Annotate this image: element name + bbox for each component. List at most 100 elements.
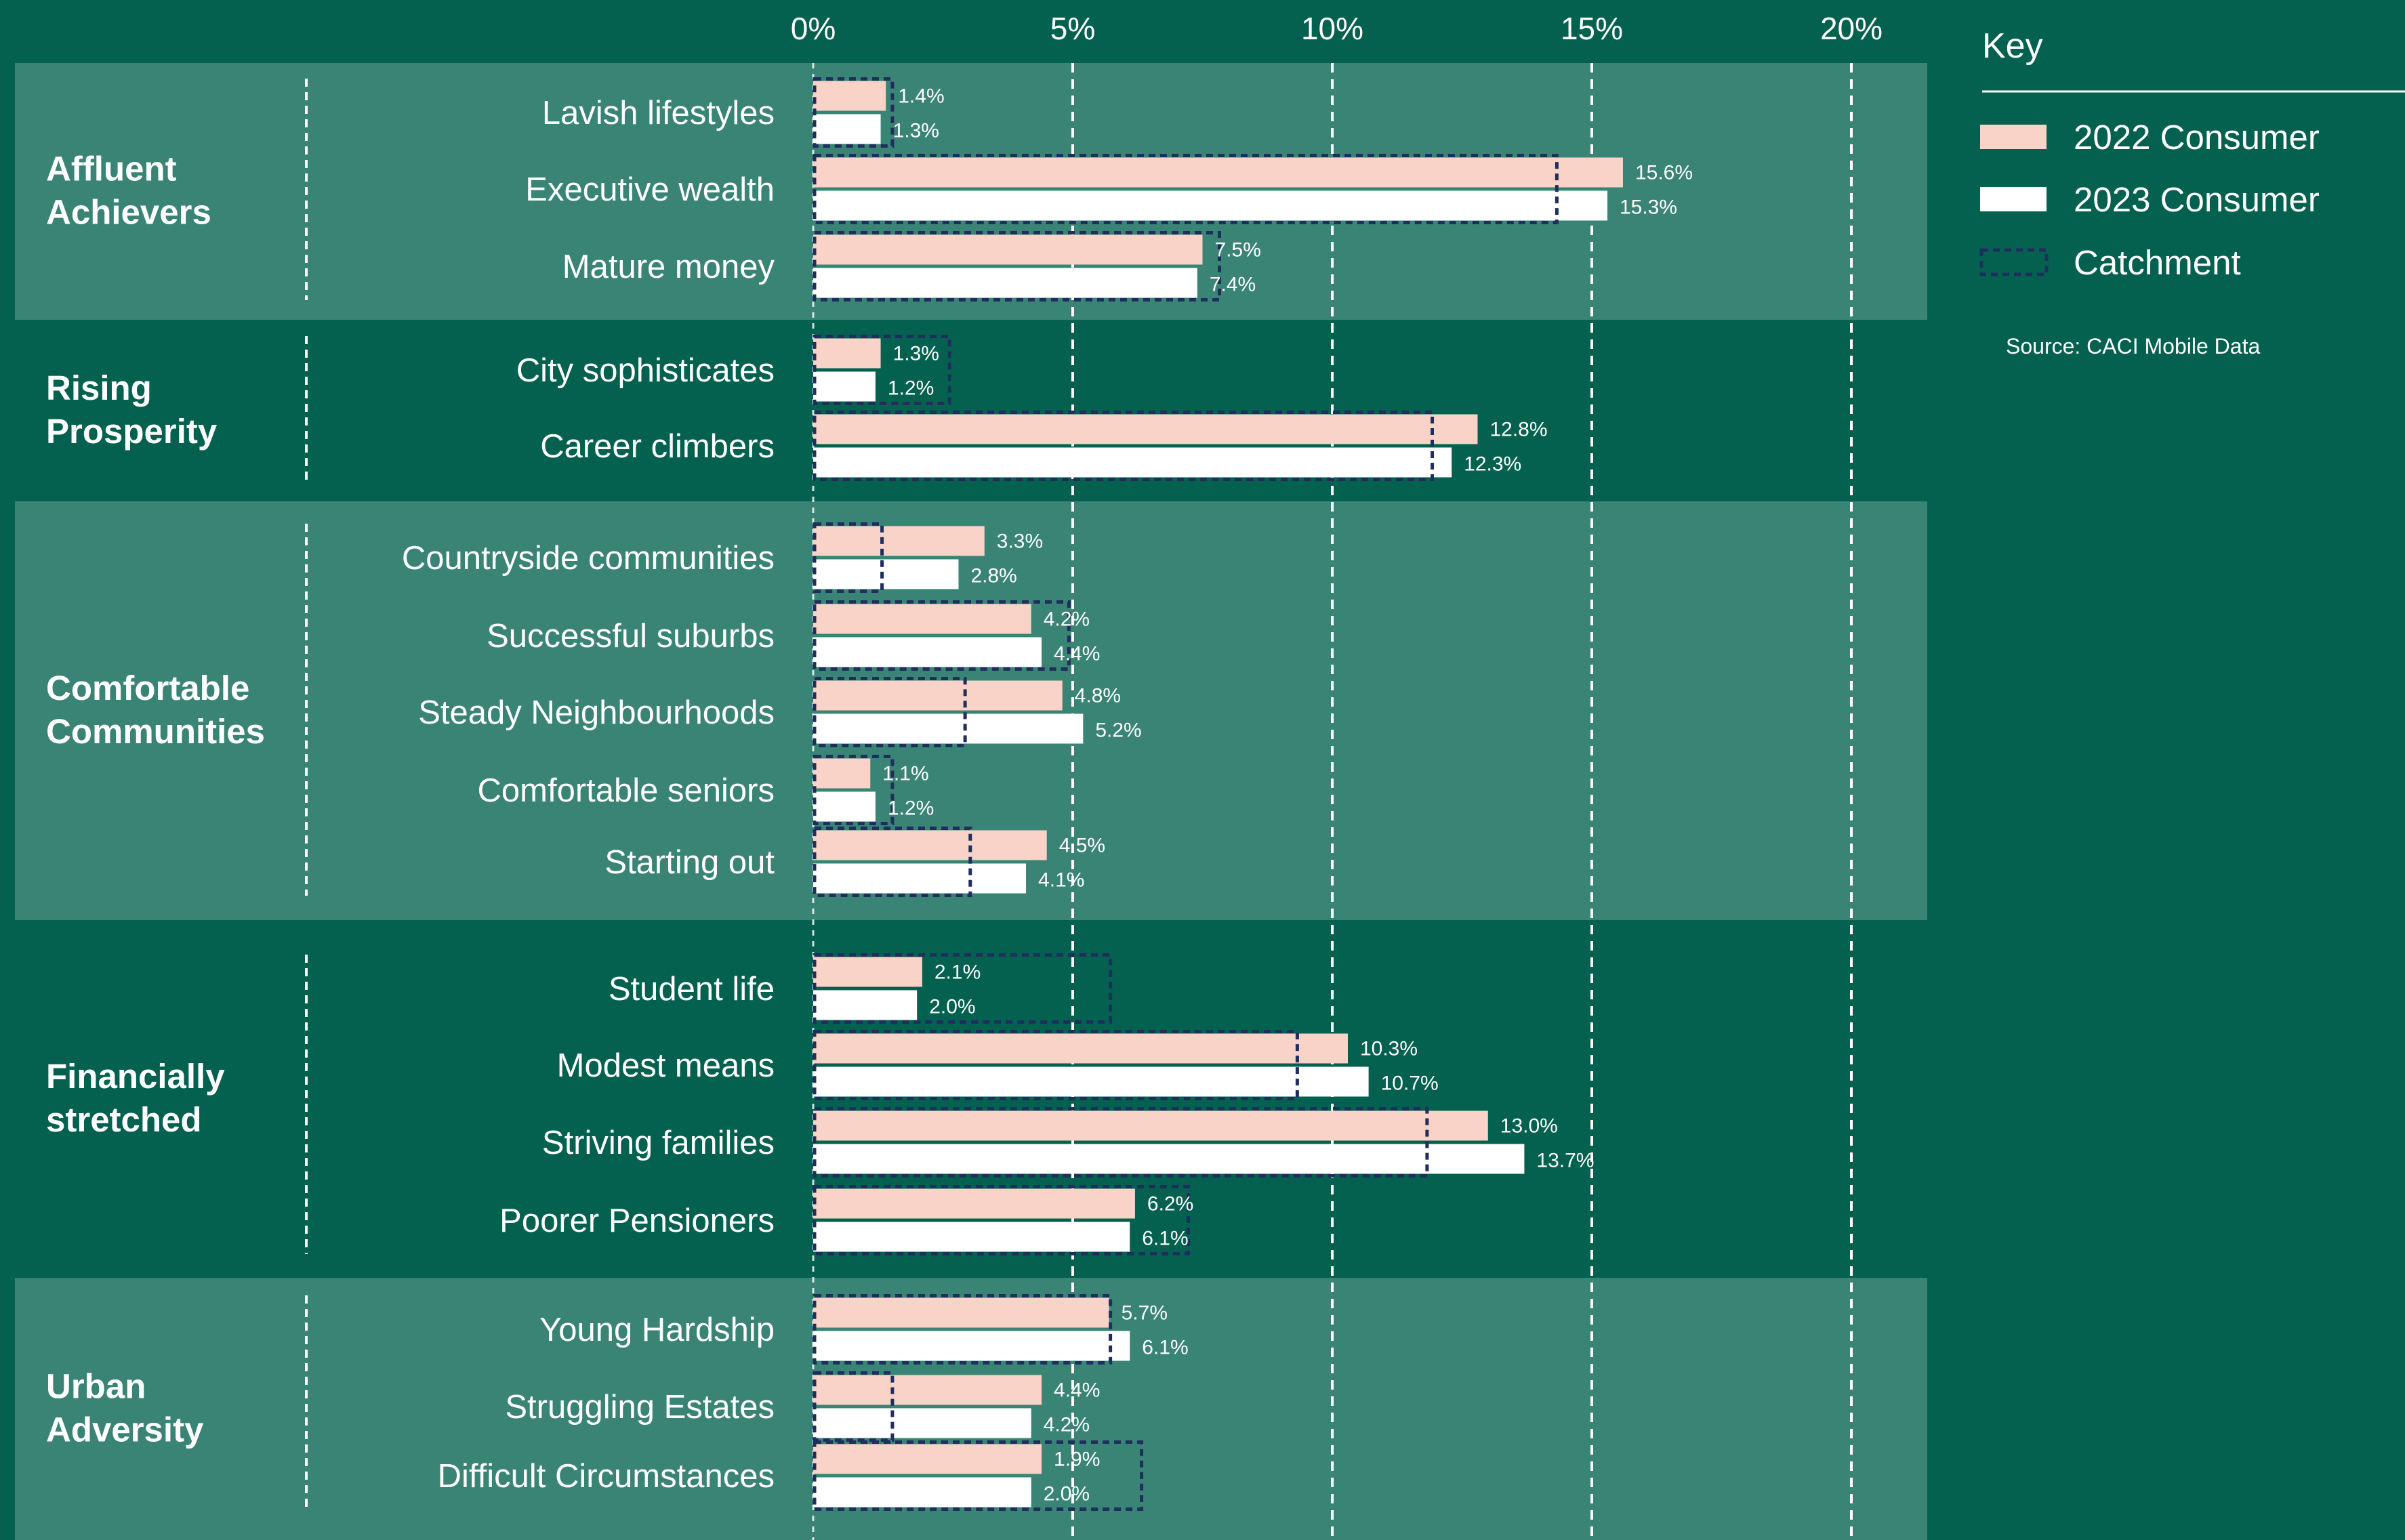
category-label-young-hardship: Young Hardship bbox=[539, 1312, 775, 1348]
category-label-difficult-circumstances: Difficult Circumstances bbox=[438, 1458, 775, 1495]
bar-catchment-striving-families bbox=[813, 1107, 1429, 1178]
bar-2022-student-life bbox=[813, 957, 922, 987]
bar-catchment-countryside-communities bbox=[813, 522, 884, 593]
bar-2022-young-hardship bbox=[813, 1297, 1109, 1328]
x-tick-label: 15% bbox=[1561, 11, 1623, 46]
group-label-line: stretched bbox=[46, 1100, 202, 1139]
bar-catchment-successful-suburbs bbox=[813, 600, 1071, 671]
group-label-rising-prosperity: Rising Prosperity bbox=[46, 369, 218, 451]
bar-2022-lavish-lifestyles bbox=[813, 81, 886, 111]
category-label-successful-suburbs: Successful suburbs bbox=[487, 618, 775, 654]
value-label-2023-career-climbers: 12.3% bbox=[1464, 453, 1521, 476]
group-label-affluent-achievers: Affluent Achievers bbox=[46, 150, 211, 232]
value-label-2023-lavish-lifestyles: 1.3% bbox=[893, 120, 939, 142]
legend-swatch-2022-consumer bbox=[1980, 125, 2047, 149]
bar-2023-poorer-pensioners bbox=[813, 1222, 1130, 1252]
bar-catchment-comfortable-seniors bbox=[813, 755, 895, 825]
bar-catchment-student-life bbox=[813, 953, 1113, 1024]
value-label-2023-steady-neighbourhoods: 5.2% bbox=[1095, 720, 1141, 742]
value-label-2022-career-climbers: 12.8% bbox=[1489, 419, 1547, 441]
category-label-mature-money: Mature money bbox=[562, 249, 775, 285]
bar-catchment-difficult-circumstances bbox=[813, 1440, 1144, 1511]
value-label-2023-executive-wealth: 15.3% bbox=[1620, 196, 1677, 219]
group-label-line: Adversity bbox=[46, 1411, 204, 1449]
category-label-struggling-estates: Struggling Estates bbox=[505, 1389, 775, 1425]
bar-2022-career-climbers bbox=[813, 414, 1478, 444]
labels: 0% 5% 10% 15% 20% Affluent Achievers Lavish lif… bbox=[46, 11, 1883, 1505]
category-label-executive-wealth: Executive wealth bbox=[525, 171, 775, 208]
value-label-2023-student-life: 2.0% bbox=[929, 996, 975, 1018]
value-label-2023-comfortable-seniors: 1.2% bbox=[888, 797, 934, 820]
value-label-2022-struggling-estates: 4.4% bbox=[1054, 1379, 1100, 1402]
legend-label-2022-consumer: 2022 Consumer bbox=[2074, 118, 2320, 157]
bar-catchment-steady-neighbourhoods bbox=[813, 677, 967, 747]
category-label-modest-means: Modest means bbox=[557, 1047, 775, 1084]
bar-2023-steady-neighbourhoods bbox=[813, 713, 1084, 744]
value-label-2023-difficult-circumstances: 2.0% bbox=[1044, 1483, 1090, 1505]
bar-2023-student-life bbox=[813, 990, 918, 1020]
bar-catchment-city-sophisticates bbox=[813, 335, 951, 405]
group-label-financially-stretched: Financially stretched bbox=[46, 1057, 225, 1139]
category-label-countryside-communities: Countryside communities bbox=[402, 540, 775, 577]
value-label-2022-lavish-lifestyles: 1.4% bbox=[898, 85, 944, 108]
group-label-line: Affluent bbox=[46, 150, 177, 188]
category-label-poorer-pensioners: Poorer Pensioners bbox=[499, 1203, 775, 1239]
bar-2023-career-climbers bbox=[813, 447, 1452, 478]
bar-2022-modest-means bbox=[813, 1033, 1348, 1064]
bar-2022-successful-suburbs bbox=[813, 604, 1031, 634]
bar-2022-countryside-communities bbox=[813, 526, 985, 556]
value-label-2023-countryside-communities: 2.8% bbox=[970, 565, 1016, 587]
bar-catchment-lavish-lifestyles bbox=[813, 77, 895, 148]
category-label-student-life: Student life bbox=[609, 971, 775, 1007]
value-label-2023-successful-suburbs: 4.4% bbox=[1054, 643, 1100, 665]
value-label-2022-striving-families: 13.0% bbox=[1500, 1115, 1558, 1138]
x-tick-label: 20% bbox=[1820, 11, 1883, 46]
bar-catchment-starting-out bbox=[813, 827, 972, 897]
bar-2023-starting-out bbox=[813, 863, 1027, 894]
value-label-2022-mature-money: 7.5% bbox=[1215, 239, 1261, 262]
value-label-2022-steady-neighbourhoods: 4.8% bbox=[1075, 685, 1121, 707]
value-label-2023-mature-money: 7.4% bbox=[1210, 274, 1256, 296]
bar-2022-poorer-pensioners bbox=[813, 1188, 1135, 1219]
bar-2022-starting-out bbox=[813, 830, 1047, 860]
bar-2023-countryside-communities bbox=[813, 559, 959, 589]
bar-2023-struggling-estates bbox=[813, 1408, 1031, 1438]
bar-2023-mature-money bbox=[813, 268, 1197, 298]
value-label-2023-striving-families: 13.7% bbox=[1536, 1150, 1594, 1172]
category-label-lavish-lifestyles: Lavish lifestyles bbox=[542, 95, 775, 131]
category-label-steady-neighbourhoods: Steady Neighbourhoods bbox=[418, 694, 775, 731]
value-label-2022-poorer-pensioners: 6.2% bbox=[1147, 1193, 1193, 1215]
bar-catchment-struggling-estates bbox=[813, 1371, 895, 1442]
category-label-starting-out: Starting out bbox=[604, 844, 775, 881]
x-tick-label: 10% bbox=[1301, 11, 1363, 46]
bar-2023-city-sophisticates bbox=[813, 371, 876, 402]
group-label-comfortable-communities: Comfortable Communities bbox=[46, 669, 265, 751]
group-label-line: Financially bbox=[46, 1057, 225, 1096]
bar-2022-struggling-estates bbox=[813, 1375, 1042, 1405]
value-label-2022-successful-suburbs: 4.2% bbox=[1044, 608, 1090, 631]
x-tick-label: 0% bbox=[791, 11, 836, 46]
bar-2023-successful-suburbs bbox=[813, 637, 1042, 667]
group-label-line: Rising bbox=[46, 369, 152, 407]
bar-2022-executive-wealth bbox=[813, 157, 1623, 188]
bar-catchment-modest-means bbox=[813, 1030, 1299, 1100]
bar-2022-mature-money bbox=[813, 234, 1203, 265]
value-label-2022-countryside-communities: 3.3% bbox=[997, 530, 1043, 553]
group-label-line: Urban bbox=[46, 1367, 146, 1406]
value-label-2022-city-sophisticates: 1.3% bbox=[893, 343, 939, 365]
bars bbox=[813, 77, 1623, 1511]
group-label-line: Achievers bbox=[46, 193, 211, 232]
value-label-2022-student-life: 2.1% bbox=[934, 961, 981, 984]
legend-label-catchment: Catchment bbox=[2074, 243, 2241, 282]
value-label-2022-young-hardship: 5.7% bbox=[1122, 1302, 1168, 1325]
legend-title: Key bbox=[1982, 26, 2043, 66]
value-label-2022-difficult-circumstances: 1.9% bbox=[1054, 1449, 1100, 1471]
bar-2023-modest-means bbox=[813, 1066, 1369, 1097]
bar-2023-difficult-circumstances bbox=[813, 1477, 1031, 1507]
source-note: Source: CACI Mobile Data bbox=[2006, 334, 2260, 358]
group-label-urban-adversity: Urban Adversity bbox=[46, 1367, 204, 1449]
bar-catchment-career-climbers bbox=[813, 411, 1435, 481]
value-label-2023-struggling-estates: 4.2% bbox=[1044, 1414, 1090, 1436]
bar-2023-lavish-lifestyles bbox=[813, 114, 881, 144]
